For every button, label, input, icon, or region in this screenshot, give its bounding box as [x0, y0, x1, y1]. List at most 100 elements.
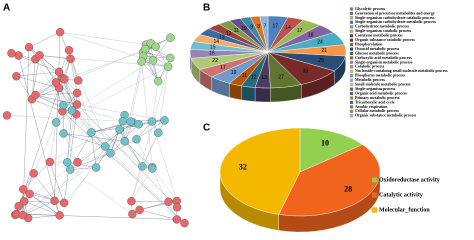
node — [73, 158, 82, 167]
node — [148, 164, 157, 173]
edge — [63, 133, 106, 147]
data-label: 17 — [272, 24, 278, 30]
edge — [58, 87, 106, 147]
edge — [136, 120, 165, 140]
legend-swatch — [349, 109, 354, 113]
edge — [39, 55, 60, 73]
legend-swatch — [349, 105, 354, 109]
node — [101, 142, 110, 151]
edge — [70, 153, 111, 170]
edge — [58, 58, 71, 89]
edge — [49, 161, 65, 203]
legend-label: Single-organism catabolic process — [355, 29, 412, 33]
edge — [141, 61, 153, 169]
edge — [131, 166, 143, 202]
node — [134, 120, 143, 129]
legend-swatch — [349, 11, 354, 16]
node — [50, 196, 59, 205]
data-label: 10 — [321, 138, 329, 147]
legend-label: Oxoacid metabolic process — [355, 47, 400, 51]
node — [148, 56, 158, 65]
node — [141, 44, 150, 54]
edge — [55, 92, 78, 123]
legend-swatch — [349, 34, 354, 38]
edge — [63, 114, 77, 203]
edge — [16, 213, 177, 220]
legend-label: Organic substance catabolic process — [355, 38, 415, 42]
node — [106, 149, 115, 158]
data-label: 24 — [317, 40, 323, 46]
node — [18, 210, 27, 220]
edge — [143, 56, 159, 82]
edge — [59, 121, 124, 216]
node — [87, 128, 96, 137]
data-label: 12 — [251, 74, 257, 80]
legend-swatch — [349, 42, 354, 47]
edge — [35, 92, 78, 96]
node — [19, 185, 28, 194]
legend-swatch — [349, 38, 354, 42]
node — [60, 74, 69, 84]
node — [137, 57, 146, 66]
edge — [152, 37, 171, 61]
legend-label: Aerobic respiration — [355, 105, 388, 109]
edge — [18, 55, 60, 73]
edge — [124, 141, 143, 167]
node — [138, 162, 147, 171]
node — [74, 76, 83, 85]
edge — [131, 200, 169, 202]
node — [151, 42, 160, 51]
node — [67, 106, 77, 115]
data-label: 9 — [250, 25, 253, 31]
node — [35, 51, 44, 60]
edge — [39, 55, 169, 67]
node — [55, 211, 64, 220]
node — [166, 33, 175, 42]
edge — [29, 193, 60, 216]
data-label: 21 — [321, 48, 327, 54]
edge — [33, 122, 57, 174]
node — [163, 62, 173, 71]
legend-swatch — [349, 96, 354, 100]
edge — [54, 169, 71, 201]
legend-swatch — [349, 29, 354, 33]
node — [54, 67, 64, 77]
node — [66, 54, 75, 64]
legend-label: Phosphorylation — [355, 42, 383, 46]
legend-swatch — [349, 83, 354, 87]
node — [72, 100, 82, 109]
edge — [54, 32, 61, 201]
edge — [18, 55, 60, 216]
edge — [58, 87, 73, 111]
node — [126, 117, 135, 126]
legend-swatch — [349, 74, 354, 78]
edge — [60, 31, 147, 45]
legend-swatch — [371, 207, 378, 213]
node — [51, 118, 61, 127]
node — [172, 215, 182, 224]
node — [19, 197, 29, 206]
edge — [152, 167, 177, 202]
legend-swatch — [371, 177, 378, 183]
node — [147, 117, 157, 126]
edge — [110, 139, 137, 154]
node — [63, 158, 72, 167]
legend-swatch — [349, 25, 354, 29]
edge — [136, 139, 177, 220]
legend-swatch — [349, 114, 354, 118]
data-label: 22 — [212, 58, 218, 64]
legend-label: Cellular metabolic process — [355, 109, 399, 113]
data-label: 18 — [308, 33, 314, 39]
edge — [131, 66, 169, 202]
node — [154, 77, 163, 86]
edge — [33, 173, 55, 201]
legend-swatch — [349, 56, 354, 60]
data-label: 14 — [285, 25, 291, 31]
slice — [219, 127, 301, 215]
legend-swatch — [349, 69, 354, 73]
edge — [70, 167, 97, 170]
edge — [24, 201, 60, 216]
legend-label: Glycolytic process — [355, 7, 386, 11]
node — [154, 128, 163, 137]
edge — [22, 124, 139, 216]
